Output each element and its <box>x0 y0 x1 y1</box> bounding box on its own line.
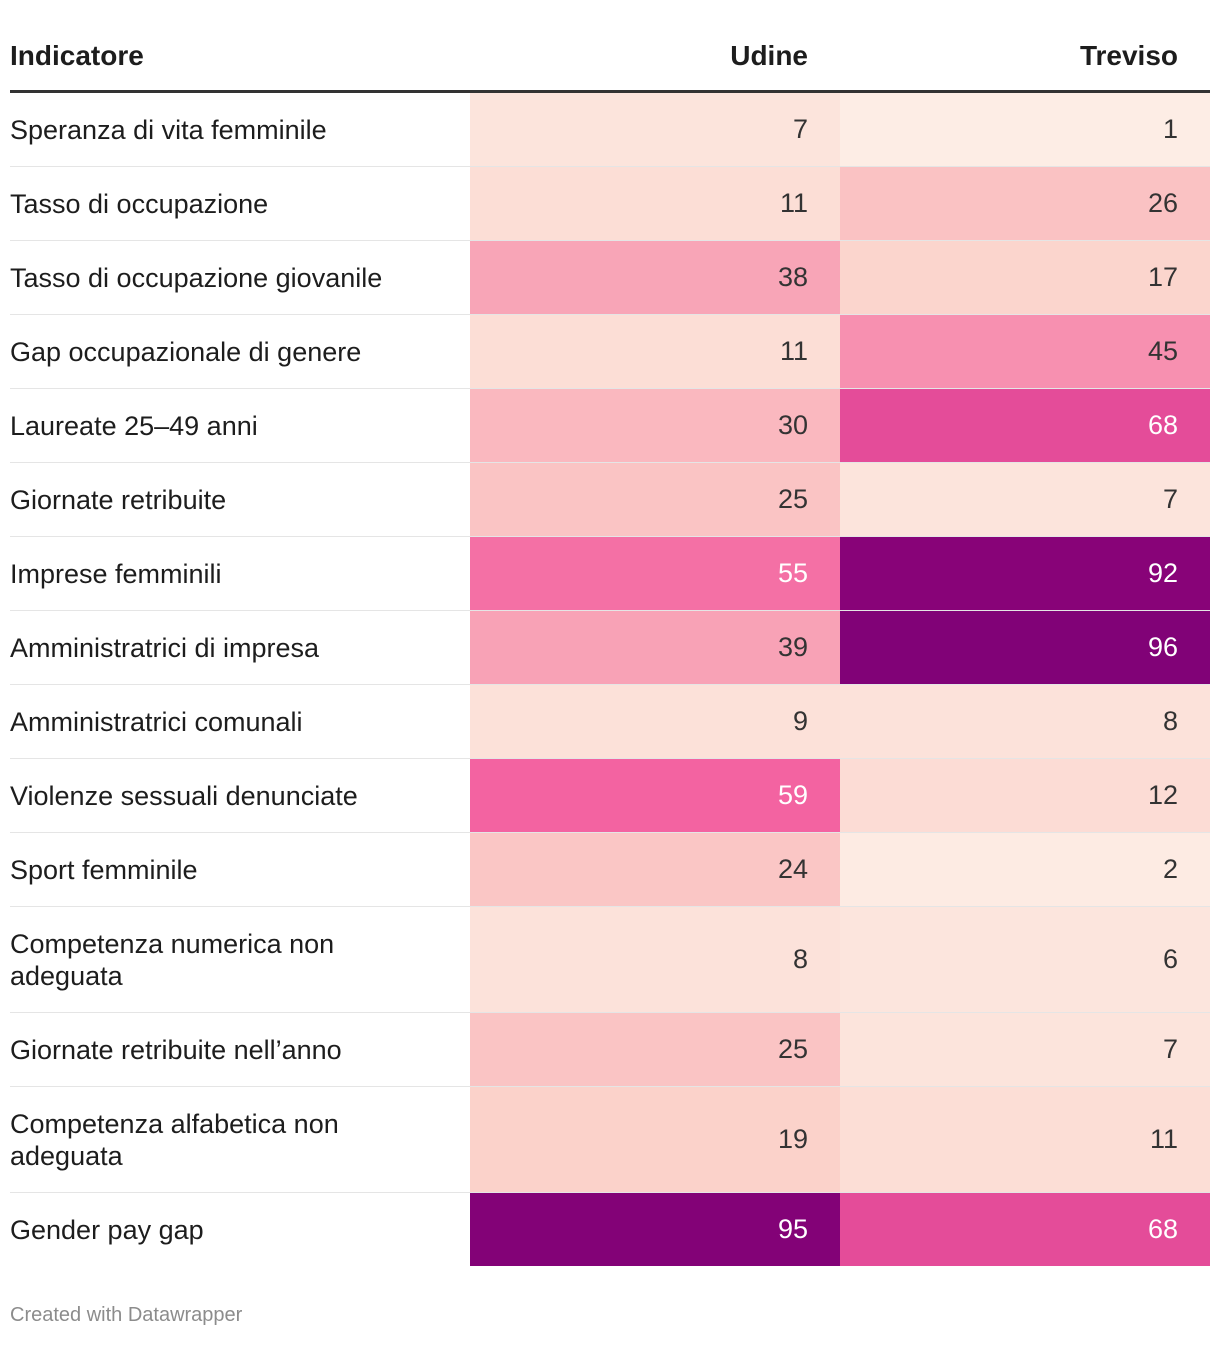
udine-value-cell: 24 <box>470 832 840 907</box>
row-label: Giornate retribuite nell’anno <box>10 1012 470 1087</box>
column-header-udine[interactable]: Udine <box>470 40 840 93</box>
udine-value-cell: 25 <box>470 1012 840 1087</box>
table-row: Sport femminile 24 2 <box>10 832 1210 907</box>
udine-value-cell: 9 <box>470 684 840 759</box>
treviso-value-cell: 96 <box>840 610 1210 685</box>
heatmap-table: Indicatore Udine Treviso Speranza di vit… <box>10 40 1210 1266</box>
treviso-value-cell: 12 <box>840 758 1210 833</box>
udine-value-cell: 8 <box>470 906 840 1013</box>
treviso-value-cell: 6 <box>840 906 1210 1013</box>
row-label: Gender pay gap <box>10 1214 204 1245</box>
treviso-value-cell: 2 <box>840 832 1210 907</box>
table-row: Giornate retribuite nell’anno 25 7 <box>10 1012 1210 1087</box>
table-row: Competenza alfabetica non adeguata 19 11 <box>10 1086 1210 1193</box>
table-row: Speranza di vita femminile 7 1 <box>10 91 1210 167</box>
row-label: Speranza di vita femminile <box>10 91 470 167</box>
column-header-indicatore[interactable]: Indicatore <box>10 40 470 93</box>
row-label: Competenza numerica non adeguata <box>10 906 470 1013</box>
row-label: Giornate retribuite <box>10 462 470 537</box>
udine-value-cell: 11 <box>470 166 840 241</box>
treviso-value-cell: 26 <box>840 166 1210 241</box>
treviso-value-cell: 7 <box>840 1012 1210 1087</box>
udine-value-cell: 59 <box>470 758 840 833</box>
table-row: Amministratrici comunali 9 8 <box>10 684 1210 759</box>
udine-value-cell: 95 <box>470 1192 840 1266</box>
treviso-value-cell: 92 <box>840 536 1210 611</box>
treviso-value-cell: 68 <box>840 1192 1210 1266</box>
table-row: Gender pay gap 95 68 <box>10 1192 1210 1266</box>
udine-value-cell: 25 <box>470 462 840 537</box>
udine-value-cell: 55 <box>470 536 840 611</box>
table-row: Gap occupazionale di genere 11 45 <box>10 314 1210 389</box>
row-label: Violenze sessuali denunciate <box>10 758 470 833</box>
udine-value-cell: 19 <box>470 1086 840 1193</box>
row-label: Gap occupazionale di genere <box>10 314 470 389</box>
udine-value-cell: 11 <box>470 314 840 389</box>
treviso-value-cell: 68 <box>840 388 1210 463</box>
credit-text[interactable]: Created with Datawrapper <box>10 1304 243 1326</box>
treviso-value-cell: 7 <box>840 462 1210 537</box>
treviso-value-cell: 17 <box>840 240 1210 315</box>
row-label: Sport femminile <box>10 832 470 907</box>
row-label: Imprese femminili <box>10 536 470 611</box>
udine-value-cell: 39 <box>470 610 840 685</box>
row-label: Amministratrici comunali <box>10 684 470 759</box>
table-row: Laureate 25–49 anni 30 68 <box>10 388 1210 463</box>
table-row: Imprese femminili 55 92 <box>10 536 1210 611</box>
header-row: Indicatore Udine Treviso <box>10 40 1210 93</box>
row-label: Amministratrici di impresa <box>10 610 470 685</box>
column-header-treviso[interactable]: Treviso <box>840 40 1210 93</box>
table-container: Indicatore Udine Treviso Speranza di vit… <box>10 0 1210 1327</box>
row-label: Tasso di occupazione <box>10 166 470 241</box>
table-row: Violenze sessuali denunciate 59 12 <box>10 758 1210 833</box>
treviso-value-cell: 8 <box>840 684 1210 759</box>
treviso-value-cell: 11 <box>840 1086 1210 1193</box>
treviso-value-cell: 1 <box>840 91 1210 167</box>
table-row: Tasso di occupazione giovanile 38 17 <box>10 240 1210 315</box>
udine-value-cell: 7 <box>470 91 840 167</box>
udine-value-cell: 30 <box>470 388 840 463</box>
udine-value-cell: 38 <box>470 240 840 315</box>
table-row: Giornate retribuite 25 7 <box>10 462 1210 537</box>
row-label: Laureate 25–49 anni <box>10 388 470 463</box>
row-label: Tasso di occupazione giovanile <box>10 240 470 315</box>
row-label: Competenza alfabetica non adeguata <box>10 1086 470 1193</box>
table-row: Competenza numerica non adeguata 8 6 <box>10 906 1210 1013</box>
table-row: Tasso di occupazione 11 26 <box>10 166 1210 241</box>
table-row: Amministratrici di impresa 39 96 <box>10 610 1210 685</box>
treviso-value-cell: 45 <box>840 314 1210 389</box>
